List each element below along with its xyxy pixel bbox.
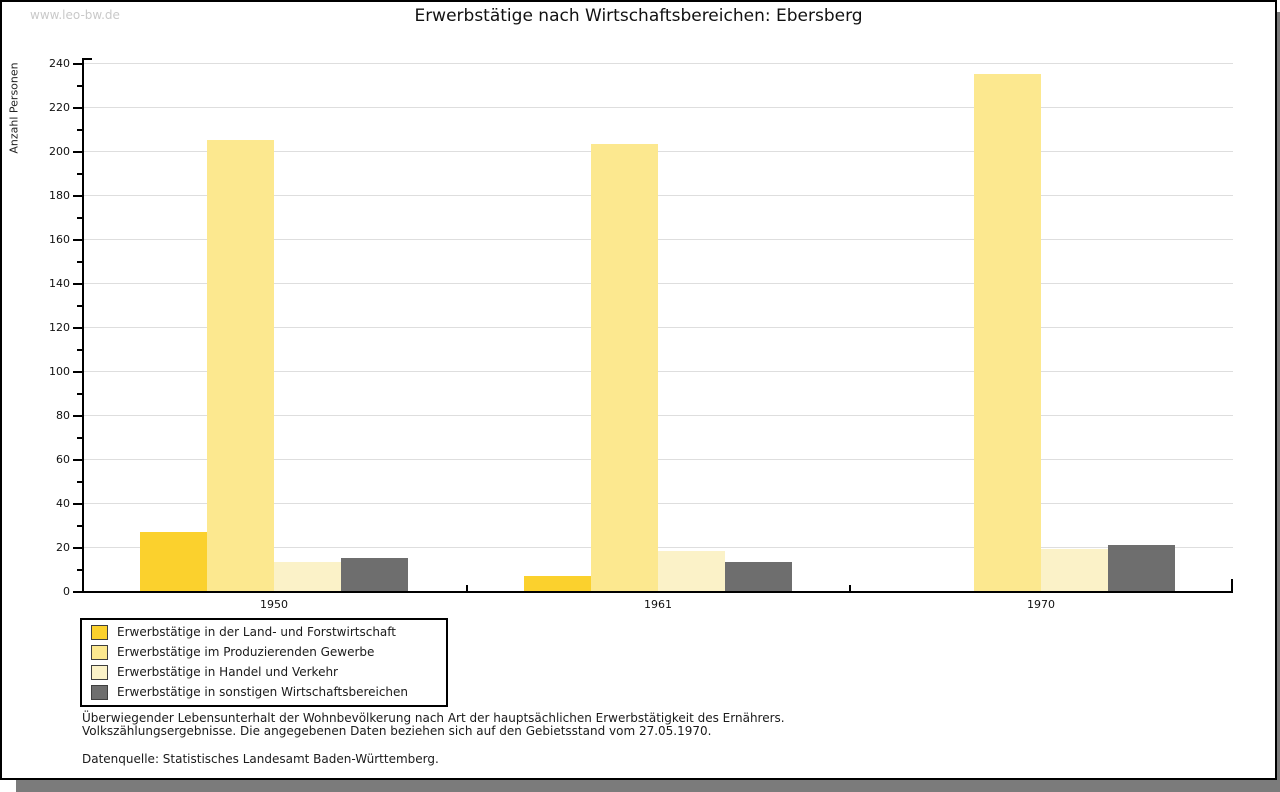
y-grid-line: [84, 107, 1233, 108]
y-major-tick: [73, 283, 82, 285]
bar: [140, 532, 207, 591]
y-major-tick: [73, 459, 82, 461]
y-tick-label: 200: [49, 145, 70, 158]
y-grid-line: [84, 63, 1233, 64]
legend-item: Erwerbstätige im Produzierenden Gewerbe: [82, 642, 446, 662]
y-axis-line: [82, 58, 84, 593]
y-tick-label: 0: [63, 585, 70, 598]
y-tick-label: 100: [49, 365, 70, 378]
y-major-tick: [73, 195, 82, 197]
y-grid-line: [84, 371, 1233, 372]
bar: [974, 74, 1041, 591]
y-major-tick: [73, 63, 82, 65]
x-axis-boundary-tick: [849, 585, 851, 591]
y-tick-label: 80: [56, 409, 70, 422]
bar: [274, 562, 341, 591]
legend-label: Erwerbstätige in Handel und Verkehr: [117, 665, 338, 679]
y-major-tick: [73, 547, 82, 549]
y-major-tick: [73, 415, 82, 417]
legend-box: Erwerbstätige in der Land- und Forstwirt…: [80, 618, 448, 707]
y-major-tick: [73, 327, 82, 329]
x-axis-boundary-tick: [466, 585, 468, 591]
y-tick-label: 160: [49, 233, 70, 246]
footnote-line-1: Überwiegender Lebensunterhalt der Wohnbe…: [82, 711, 785, 725]
x-tick-label: 1970: [1027, 598, 1055, 611]
y-minor-tick: [77, 481, 82, 483]
y-tick-label: 180: [49, 189, 70, 202]
y-grid-line: [84, 327, 1233, 328]
legend-swatch: [91, 684, 108, 700]
legend-label: Erwerbstätige im Produzierenden Gewerbe: [117, 645, 375, 659]
y-tick-label: 220: [49, 101, 70, 114]
y-tick-label: 60: [56, 453, 70, 466]
y-major-tick: [73, 151, 82, 153]
x-axis-line: [82, 591, 1233, 593]
legend-label: Erwerbstätige in sonstigen Wirtschaftsbe…: [117, 685, 409, 699]
bar: [207, 140, 274, 591]
y-grid-line: [84, 415, 1233, 416]
y-axis-end-cap: [84, 58, 92, 60]
x-axis-end-cap: [1231, 579, 1233, 591]
bar: [524, 576, 591, 591]
legend-swatch: [91, 624, 108, 640]
y-minor-tick: [77, 437, 82, 439]
y-minor-tick: [77, 525, 82, 527]
footnote-line-2: Volkszählungsergebnisse. Die angegebenen…: [82, 724, 712, 738]
y-minor-tick: [77, 217, 82, 219]
bar: [725, 562, 792, 591]
y-grid-line: [84, 503, 1233, 504]
y-major-tick: [73, 591, 82, 593]
y-grid-line: [84, 195, 1233, 196]
y-grid-line: [84, 547, 1233, 548]
y-grid-line: [84, 283, 1233, 284]
chart-title: Erwerbstätige nach Wirtschaftsbereichen:…: [414, 6, 863, 26]
y-minor-tick: [77, 393, 82, 395]
y-tick-label: 20: [56, 541, 70, 554]
legend-item: Erwerbstätige in sonstigen Wirtschaftsbe…: [82, 682, 446, 702]
y-major-tick: [73, 239, 82, 241]
bar: [591, 144, 658, 591]
y-grid-line: [84, 239, 1233, 240]
bar: [1041, 549, 1108, 591]
y-tick-label: 140: [49, 277, 70, 290]
footnotes: Überwiegender Lebensunterhalt der Wohnbe…: [82, 712, 785, 766]
y-minor-tick: [77, 569, 82, 571]
legend-swatch: [91, 644, 108, 660]
legend-item: Erwerbstätige in der Land- und Forstwirt…: [82, 622, 446, 642]
y-major-tick: [73, 107, 82, 109]
bar: [658, 551, 725, 591]
y-minor-tick: [77, 173, 82, 175]
y-minor-tick: [77, 129, 82, 131]
y-tick-label: 40: [56, 497, 70, 510]
legend-swatch: [91, 664, 108, 680]
y-minor-tick: [77, 349, 82, 351]
y-minor-tick: [77, 261, 82, 263]
legend-label: Erwerbstätige in der Land- und Forstwirt…: [117, 625, 396, 639]
x-tick-label: 1961: [644, 598, 672, 611]
y-grid-line: [84, 459, 1233, 460]
y-tick-label: 120: [49, 321, 70, 334]
data-source: Datenquelle: Statistisches Landesamt Bad…: [82, 752, 439, 766]
y-major-tick: [73, 503, 82, 505]
x-tick-label: 1950: [260, 598, 288, 611]
y-minor-tick: [77, 305, 82, 307]
y-tick-label: 240: [49, 57, 70, 70]
y-major-tick: [73, 371, 82, 373]
watermark: www.leo-bw.de: [30, 8, 120, 22]
y-minor-tick: [77, 85, 82, 87]
legend-item: Erwerbstätige in Handel und Verkehr: [82, 662, 446, 682]
y-grid-line: [84, 151, 1233, 152]
bar: [1108, 545, 1175, 591]
bar: [341, 558, 408, 591]
